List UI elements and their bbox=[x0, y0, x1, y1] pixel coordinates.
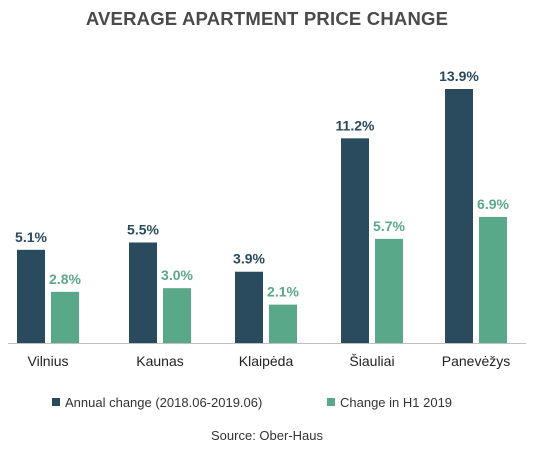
bar-h1-1 bbox=[163, 288, 191, 343]
value-labels-group: 5.1% 2.8% 5.5% 3.0% 3.9% 2.1% 11.2% 5.7% 13.9% 6.… bbox=[15, 68, 509, 300]
value-label-annual-3: 11.2% bbox=[336, 117, 375, 133]
chart-title: AVERAGE APARTMENT PRICE CHANGE bbox=[85, 8, 449, 29]
legend-swatch-annual bbox=[52, 398, 60, 406]
bar-h1-2 bbox=[269, 304, 297, 343]
value-label-annual-0: 5.1% bbox=[15, 229, 47, 245]
bar-h1-4 bbox=[479, 216, 507, 343]
legend: Annual change (2018.06-2019.06) Change in… bbox=[52, 395, 452, 410]
bar-annual-2 bbox=[235, 271, 263, 343]
bars-group bbox=[17, 89, 507, 343]
category-labels-group: Vilnius Kaunas Klaipėda Šiauliai Panevėžys bbox=[28, 353, 511, 369]
category-label-1: Kaunas bbox=[136, 353, 183, 369]
legend-label-h1: Change in H1 2019 bbox=[340, 395, 452, 410]
value-label-annual-1: 5.5% bbox=[127, 221, 159, 237]
bar-h1-0 bbox=[51, 291, 79, 343]
legend-swatch-h1 bbox=[327, 398, 335, 406]
source-note: Source: Ober-Haus bbox=[211, 428, 323, 443]
bar-annual-3 bbox=[341, 138, 369, 343]
category-label-4: Panevėžys bbox=[442, 353, 510, 369]
value-label-h1-3: 5.7% bbox=[373, 218, 405, 234]
bar-annual-4 bbox=[445, 89, 473, 343]
bar-annual-0 bbox=[17, 249, 45, 343]
category-label-3: Šiauliai bbox=[349, 353, 394, 369]
value-label-h1-1: 3.0% bbox=[161, 267, 193, 283]
value-label-h1-4: 6.9% bbox=[477, 196, 509, 212]
bar-h1-3 bbox=[375, 238, 403, 343]
value-label-annual-2: 3.9% bbox=[233, 251, 265, 267]
category-label-2: Klaipėda bbox=[239, 353, 294, 369]
value-label-h1-2: 2.1% bbox=[267, 284, 299, 300]
value-label-annual-4: 13.9% bbox=[439, 68, 479, 84]
legend-label-annual: Annual change (2018.06-2019.06) bbox=[65, 395, 262, 410]
bar-annual-1 bbox=[129, 242, 157, 343]
value-label-h1-0: 2.8% bbox=[49, 271, 81, 287]
category-label-0: Vilnius bbox=[28, 353, 69, 369]
